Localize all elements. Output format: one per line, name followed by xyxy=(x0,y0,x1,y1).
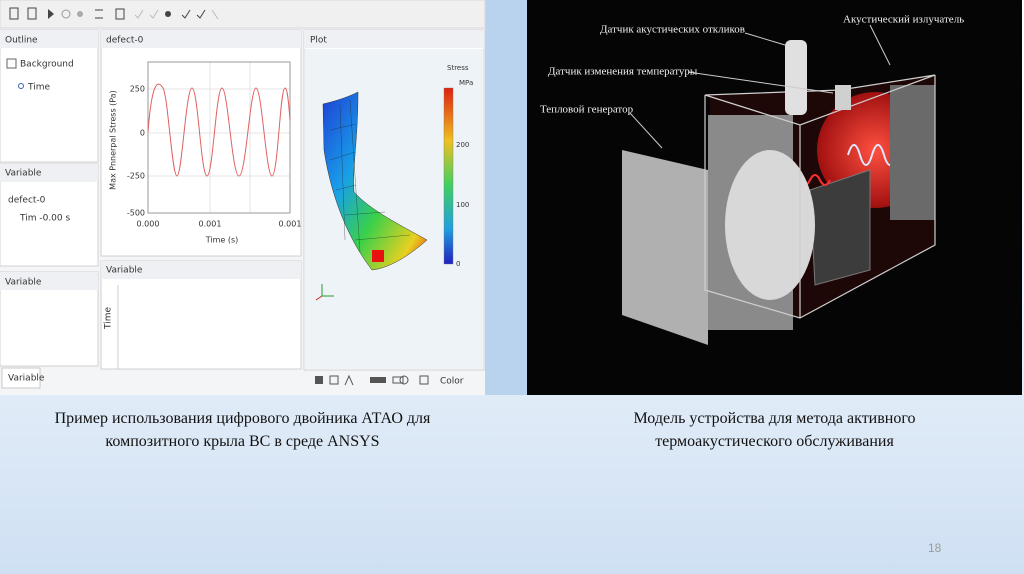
caption-left: Пример использования цифрового двойника … xyxy=(0,407,485,453)
panel-title: Plot xyxy=(310,36,327,46)
sample xyxy=(809,169,871,286)
caption-line: термоакустического обслуживания xyxy=(655,433,894,450)
tree-item[interactable]: defect-0 xyxy=(8,196,46,206)
y-tick-label: -250 xyxy=(127,172,145,181)
image-label: Датчик изменения температуры xyxy=(548,66,698,78)
tree-item[interactable]: Tim -0.00 s xyxy=(19,214,70,224)
caption-line: композитного крыла ВС в среде ANSYS xyxy=(105,433,380,450)
load-marker xyxy=(372,250,384,262)
toolbar xyxy=(0,0,486,29)
page-number: 18 xyxy=(928,541,942,555)
viewport xyxy=(305,49,483,369)
front-plate xyxy=(622,150,708,345)
panel-title: Variable xyxy=(106,266,143,276)
panel-header xyxy=(0,272,98,290)
legend-tick: 100 xyxy=(456,201,469,209)
caption-right: Модель устройства для метода активного т… xyxy=(527,407,1022,453)
wing-model xyxy=(322,91,428,271)
temp-sensor xyxy=(835,85,851,110)
panel-header xyxy=(304,30,484,48)
panel-title: Variable xyxy=(5,278,42,288)
image-label: Датчик акустических откликов xyxy=(600,24,745,36)
graph-grid xyxy=(148,62,290,213)
x-tick-label: 0.001 xyxy=(199,220,222,229)
outline-panel xyxy=(0,29,99,163)
y-tick-label: -500 xyxy=(127,209,145,218)
mesh xyxy=(329,99,411,253)
legend-bar xyxy=(443,87,454,265)
tab-label[interactable]: Variable xyxy=(8,374,45,384)
legend-tick: 0 xyxy=(456,260,460,268)
panel-header xyxy=(0,164,98,182)
y-axis-label: Max Pnnerpal Stress (Pa) xyxy=(109,90,118,190)
slide-images: Outline Background Time Variable defect-… xyxy=(0,0,1022,395)
legend-tick: 200 xyxy=(456,141,469,149)
image-label: Акустический излучатель xyxy=(843,14,964,26)
tree-item[interactable]: Time xyxy=(27,83,50,93)
y-tick-label: 0 xyxy=(140,129,145,138)
caption-line: Пример использования цифрового двойника … xyxy=(54,410,431,427)
x-tick-label: 0.001 xyxy=(279,220,302,229)
axis-label: Time xyxy=(104,307,114,330)
legend-unit: MPa xyxy=(459,79,473,87)
toolbar-icons xyxy=(9,7,219,20)
axes-triad xyxy=(321,284,334,297)
caption-line: Модель устройства для метода активного xyxy=(633,410,916,427)
ansys-screenshot: Outline Background Time Variable defect-… xyxy=(0,0,486,395)
image-label: Тепловой генератор xyxy=(540,104,634,116)
plot-frame xyxy=(147,61,291,214)
y-tick-label: 250 xyxy=(130,85,145,94)
band xyxy=(485,0,527,395)
bottom-toolbar xyxy=(315,374,429,386)
stress-curve xyxy=(147,83,291,177)
icon xyxy=(18,83,24,89)
panel-title: Variable xyxy=(5,169,42,179)
panel-header xyxy=(101,30,301,48)
panel-title: defect-0 xyxy=(106,36,144,46)
tree-item[interactable]: Background xyxy=(20,60,74,70)
generator-cylinder xyxy=(725,150,815,300)
icon xyxy=(6,58,17,69)
panel-title: Outline xyxy=(5,36,38,46)
device-image: Датчик акустических откликов Акустически… xyxy=(527,0,1022,395)
tab[interactable] xyxy=(1,367,41,389)
legend-title: Stress xyxy=(447,64,469,72)
x-axis-label: Time (s) xyxy=(205,236,239,245)
panel-header xyxy=(0,30,98,48)
leader-lines xyxy=(629,24,891,149)
panel-header xyxy=(101,261,301,279)
x-tick-label: 0.000 xyxy=(137,220,160,229)
wave xyxy=(847,144,897,166)
acoustic-sensor xyxy=(785,40,807,115)
emitter-plate xyxy=(890,85,935,220)
color-menu[interactable]: Color xyxy=(440,377,464,387)
